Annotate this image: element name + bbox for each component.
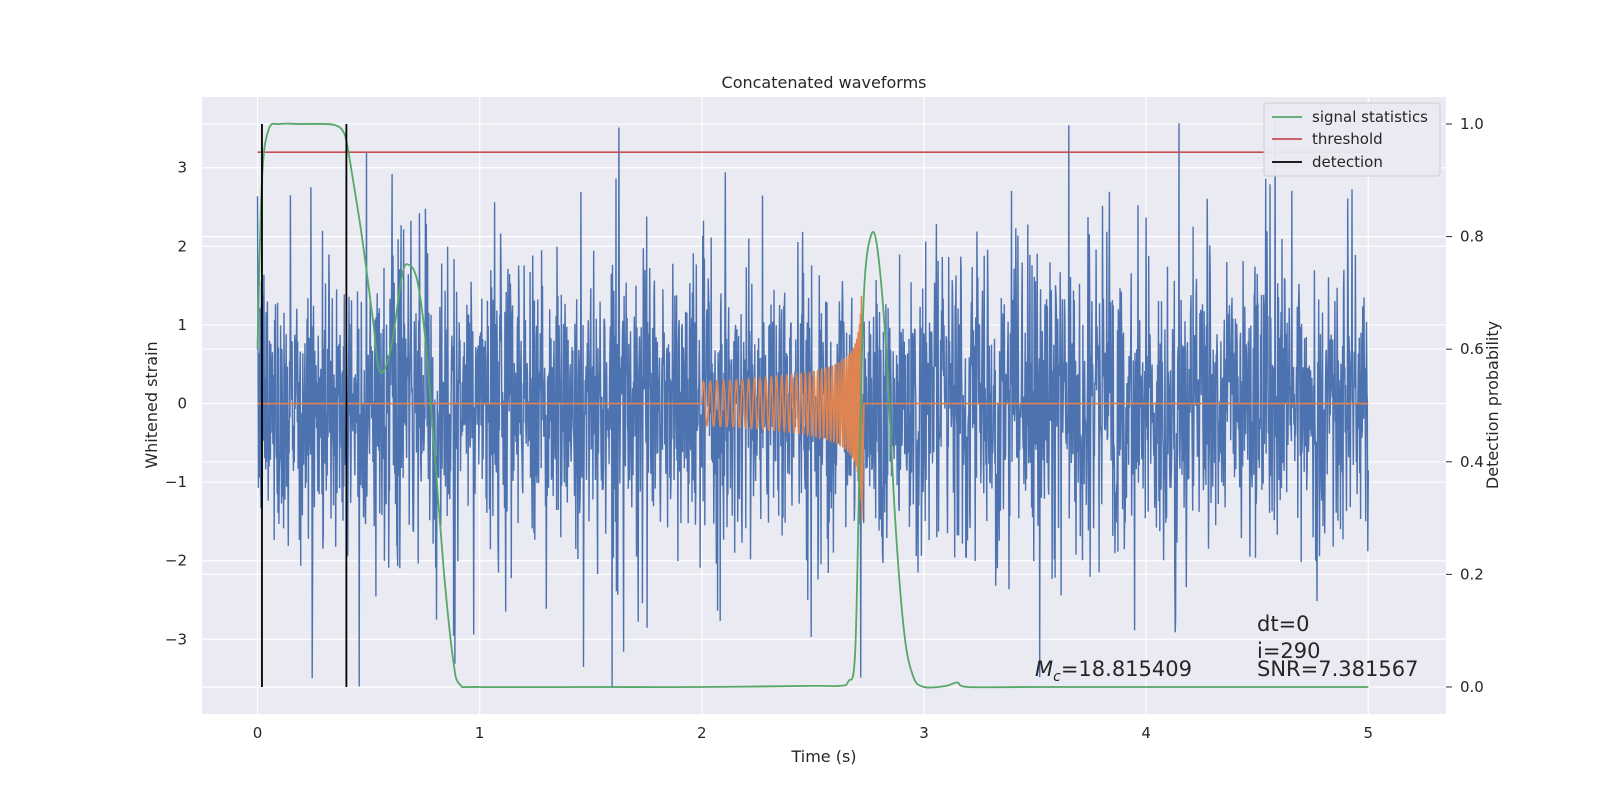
series-layer xyxy=(256,120,1369,689)
y-tick-label-0: −3 xyxy=(165,630,187,648)
y-tick-label-6: 3 xyxy=(177,159,187,177)
x-tick-label-2: 2 xyxy=(697,724,707,742)
y-axis-label: Whitened strain xyxy=(142,341,161,468)
y2-tick-label-2: 0.4 xyxy=(1460,453,1484,471)
y2-axis-label: Detection probability xyxy=(1483,321,1502,489)
legend-label-detection: detection xyxy=(1312,153,1383,171)
y-tick-label-5: 2 xyxy=(177,237,187,255)
x-tick-label-4: 4 xyxy=(1141,724,1151,742)
annotation-index: i=290 xyxy=(1257,639,1321,663)
x-tick-label-1: 1 xyxy=(475,724,485,742)
x-tick-label-5: 5 xyxy=(1363,724,1373,742)
series-injected-waveform xyxy=(257,295,1369,521)
annotation-dt: dt=0 xyxy=(1257,612,1310,636)
legend-label-threshold: threshold xyxy=(1312,130,1383,148)
annotation-chirp-mass-subscript: c xyxy=(1053,669,1061,685)
x-axis-label: Time (s) xyxy=(790,747,856,766)
y2-tick-label-4: 0.8 xyxy=(1460,228,1484,246)
x-tick-label-0: 0 xyxy=(253,724,263,742)
y2-tick-label-0: 0.0 xyxy=(1460,678,1484,696)
y2-tick-label-5: 1.0 xyxy=(1460,115,1484,133)
y2-tick-label-1: 0.2 xyxy=(1460,565,1484,583)
legend-label-signal-statistics: signal statistics xyxy=(1312,108,1428,126)
y-tick-label-4: 1 xyxy=(177,316,187,334)
chart-title: Concatenated waveforms xyxy=(722,73,927,92)
legend-box xyxy=(1263,102,1441,177)
series-noisy-strain xyxy=(256,120,1369,687)
annotation-chirp-mass: Mc=18.815409 xyxy=(1035,657,1192,685)
y-tick-label-2: −1 xyxy=(165,473,187,491)
annotation-chirp-mass-value: =18.815409 xyxy=(1061,657,1192,681)
y2-tick-label-3: 0.6 xyxy=(1460,340,1484,358)
x-tick-label-3: 3 xyxy=(919,724,929,742)
annotation-chirp-mass-symbol: M xyxy=(1035,657,1053,681)
ticks: 0 1 2 3 4 5 −3 −2 −1 0 1 2 3 0.0 0.2 0.4 0.6 0.8 1.0 xyxy=(165,115,1484,742)
legend: signal statistics threshold detection xyxy=(1263,102,1441,177)
y-tick-label-1: −2 xyxy=(165,552,187,570)
y-tick-label-3: 0 xyxy=(177,395,187,413)
annotation-snr: SNR=7.381567 xyxy=(1257,657,1418,681)
